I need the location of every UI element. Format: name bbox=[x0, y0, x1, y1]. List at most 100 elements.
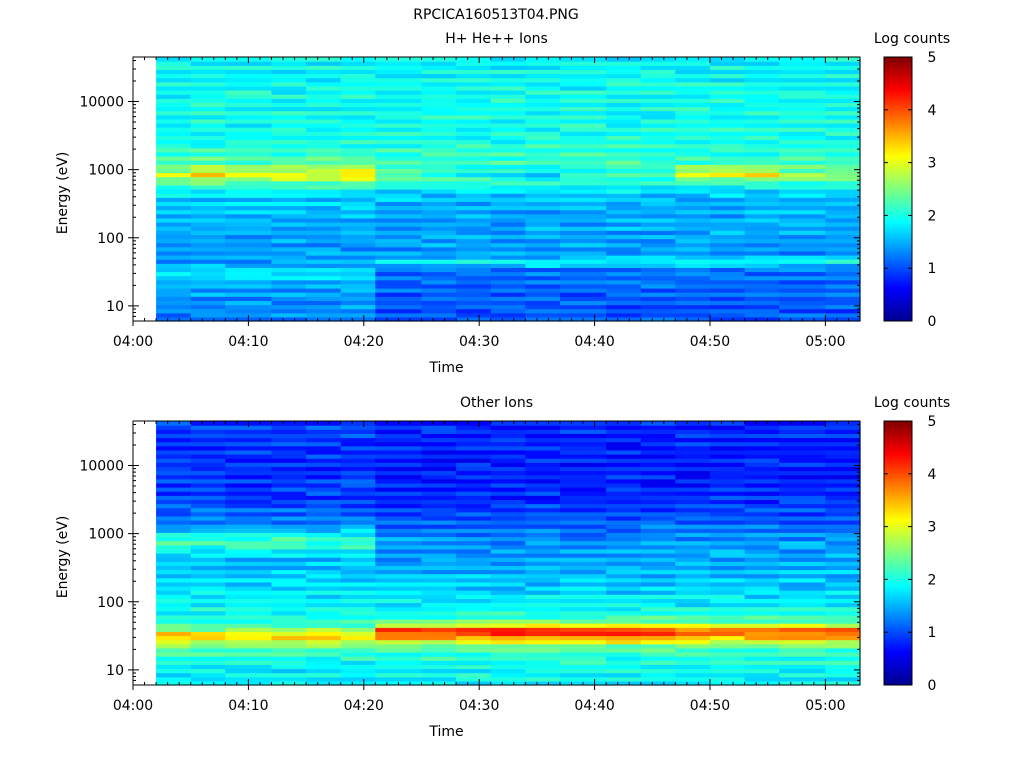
heatmap-cell bbox=[779, 458, 826, 463]
heatmap-cell bbox=[225, 482, 273, 488]
heatmap-cell bbox=[525, 520, 561, 525]
heatmap-cell bbox=[525, 672, 561, 678]
heatmap-cell bbox=[744, 532, 780, 538]
heatmap-cell bbox=[606, 441, 642, 447]
heatmap-cell bbox=[779, 577, 826, 583]
heatmap-cell bbox=[340, 123, 376, 128]
heatmap-cell bbox=[190, 520, 226, 525]
heatmap-cell bbox=[606, 180, 642, 186]
heatmap-cell bbox=[675, 581, 711, 587]
heatmap-cell bbox=[490, 65, 526, 70]
heatmap-cell bbox=[225, 304, 273, 310]
heatmap-cell bbox=[190, 238, 226, 244]
heatmap-cell bbox=[525, 643, 561, 649]
heatmap-cell bbox=[306, 569, 342, 575]
heatmap-cell bbox=[190, 172, 226, 178]
heatmap-cell bbox=[490, 205, 526, 211]
heatmap-cell bbox=[640, 631, 676, 637]
heatmap-cell bbox=[779, 491, 826, 496]
heatmap-cell bbox=[421, 217, 457, 223]
heatmap-cell bbox=[640, 528, 676, 533]
heatmap-cell bbox=[709, 263, 746, 268]
heatmap-cell bbox=[421, 246, 457, 252]
heatmap-cell bbox=[456, 288, 492, 293]
heatmap-cell bbox=[456, 660, 492, 665]
heatmap-cell bbox=[640, 462, 676, 467]
heatmap-cell bbox=[156, 647, 192, 653]
heatmap-cell bbox=[421, 193, 457, 198]
heatmap-cell bbox=[640, 421, 676, 426]
heatmap-cell bbox=[825, 441, 861, 447]
heatmap-cell bbox=[744, 594, 780, 599]
heatmap-cell bbox=[779, 507, 826, 513]
heatmap-cell bbox=[744, 102, 780, 108]
heatmap-cell bbox=[606, 532, 642, 538]
heatmap-cell bbox=[825, 283, 861, 289]
heatmap-cell bbox=[156, 540, 192, 546]
heatmap-cell bbox=[606, 255, 642, 260]
heatmap-cell bbox=[306, 81, 342, 87]
heatmap-cell bbox=[340, 643, 376, 649]
heatmap-cell bbox=[779, 180, 826, 186]
heatmap-cell bbox=[190, 283, 226, 289]
heatmap-cell bbox=[825, 156, 861, 161]
heatmap-cell bbox=[271, 647, 307, 653]
heatmap-cell bbox=[271, 614, 307, 620]
heatmap-cell bbox=[271, 639, 307, 645]
heatmap-cell bbox=[225, 61, 273, 66]
heatmap-cell bbox=[421, 139, 457, 145]
heatmap-cell bbox=[525, 470, 561, 476]
heatmap-cell bbox=[525, 577, 561, 583]
heatmap-cell bbox=[825, 511, 861, 517]
heatmap-cell bbox=[225, 627, 273, 632]
heatmap-cell bbox=[640, 238, 676, 244]
heatmap-cell bbox=[271, 209, 307, 215]
heatmap-cell bbox=[779, 544, 826, 550]
heatmap-cell bbox=[340, 135, 376, 141]
heatmap-cell bbox=[306, 449, 342, 455]
heatmap-cell bbox=[340, 255, 376, 260]
heatmap-cell bbox=[156, 106, 192, 112]
heatmap-cell bbox=[825, 635, 861, 641]
heatmap-cell bbox=[525, 110, 561, 116]
heatmap-cell bbox=[559, 511, 607, 517]
heatmap-cell bbox=[490, 81, 526, 87]
heatmap-cell bbox=[606, 292, 642, 297]
heatmap-cell bbox=[156, 271, 192, 277]
heatmap-cell bbox=[340, 454, 376, 459]
heatmap-cell bbox=[709, 668, 746, 674]
heatmap-cell bbox=[375, 491, 423, 496]
heatmap-cell bbox=[156, 184, 192, 190]
heatmap-cell bbox=[490, 275, 526, 281]
heatmap-cell bbox=[156, 594, 192, 599]
heatmap-cell bbox=[675, 73, 711, 79]
heatmap-cell bbox=[421, 90, 457, 95]
heatmap-cell bbox=[306, 176, 342, 182]
heatmap-cell bbox=[606, 676, 642, 682]
heatmap-cell bbox=[225, 209, 273, 215]
heatmap-cell bbox=[640, 524, 676, 529]
heatmap-cell bbox=[606, 610, 642, 616]
heatmap-cell bbox=[156, 470, 192, 476]
heatmap-cell bbox=[271, 631, 307, 637]
y-tick-label: 10000 bbox=[79, 95, 124, 111]
heatmap-cell bbox=[744, 425, 780, 430]
heatmap-cell bbox=[190, 528, 226, 533]
heatmap-cell bbox=[456, 511, 492, 517]
heatmap-cell bbox=[525, 193, 561, 198]
heatmap-cell bbox=[525, 288, 561, 293]
heatmap-cell bbox=[675, 499, 711, 505]
heatmap-cell bbox=[490, 668, 526, 674]
heatmap-cell bbox=[825, 627, 861, 632]
heatmap-cell bbox=[606, 598, 642, 604]
heatmap-cell bbox=[421, 433, 457, 439]
heatmap-cell bbox=[190, 577, 226, 583]
heatmap-cell bbox=[675, 449, 711, 455]
heatmap-cell bbox=[744, 565, 780, 571]
heatmap-cell bbox=[525, 515, 561, 521]
heatmap-cell bbox=[675, 250, 711, 256]
heatmap-cell bbox=[456, 156, 492, 161]
heatmap-cell bbox=[709, 664, 746, 670]
heatmap-cell bbox=[375, 197, 423, 202]
heatmap-cell bbox=[675, 176, 711, 182]
